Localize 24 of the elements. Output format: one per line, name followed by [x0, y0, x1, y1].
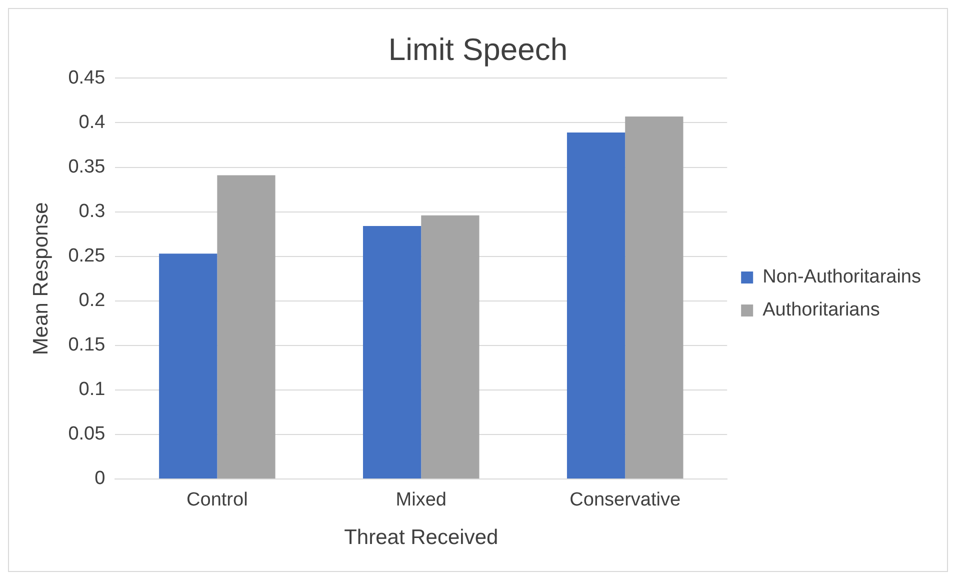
y-tick-label: 0.45 — [68, 67, 106, 88]
legend-label: Non-Authoritarains — [762, 266, 922, 288]
y-tick-label: 0.35 — [68, 156, 106, 178]
y-axis-title: Mean Response — [29, 202, 52, 356]
bar — [217, 175, 276, 478]
y-tick-label: 0.4 — [78, 112, 106, 133]
y-tick-label: 0.05 — [68, 424, 106, 445]
bar — [159, 254, 218, 478]
y-tick-label: 0.2 — [78, 290, 106, 312]
x-axis-title: Threat Received — [344, 526, 498, 550]
y-tick-label: 0.1 — [78, 379, 106, 400]
y-tick-label: 0.3 — [78, 201, 106, 222]
x-tick-label: Control — [186, 490, 248, 511]
y-tick-label: 0.25 — [68, 246, 106, 267]
y-tick-label: 0 — [94, 468, 106, 490]
bar — [625, 116, 684, 478]
chart-title: Limit Speech — [388, 32, 568, 68]
bar — [363, 226, 422, 478]
legend-label: Authoritarians — [762, 300, 880, 321]
bar — [566, 132, 626, 478]
x-tick-label: Conservative — [570, 490, 681, 511]
y-tick-label: 0.15 — [68, 334, 106, 356]
x-tick-label: Mixed — [396, 490, 446, 511]
bar — [421, 215, 480, 478]
